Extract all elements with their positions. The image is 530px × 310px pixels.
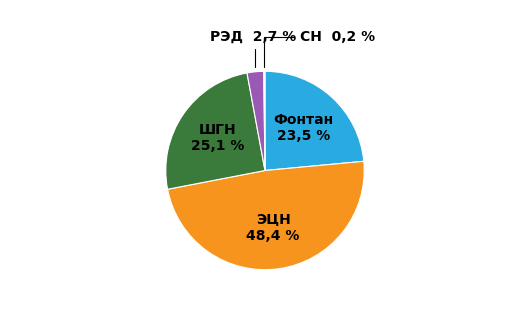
Text: Фонтан
23,5 %: Фонтан 23,5 % [273, 113, 334, 143]
Wedge shape [167, 161, 364, 270]
Wedge shape [265, 71, 364, 170]
Wedge shape [247, 71, 265, 170]
Wedge shape [166, 73, 265, 189]
Text: СН  0,2 %: СН 0,2 % [264, 29, 375, 67]
Wedge shape [264, 71, 265, 170]
Text: ЭЦН
48,4 %: ЭЦН 48,4 % [246, 212, 300, 242]
Text: РЭД  2,7 %: РЭД 2,7 % [210, 29, 297, 67]
Text: ШГН
25,1 %: ШГН 25,1 % [191, 123, 244, 153]
